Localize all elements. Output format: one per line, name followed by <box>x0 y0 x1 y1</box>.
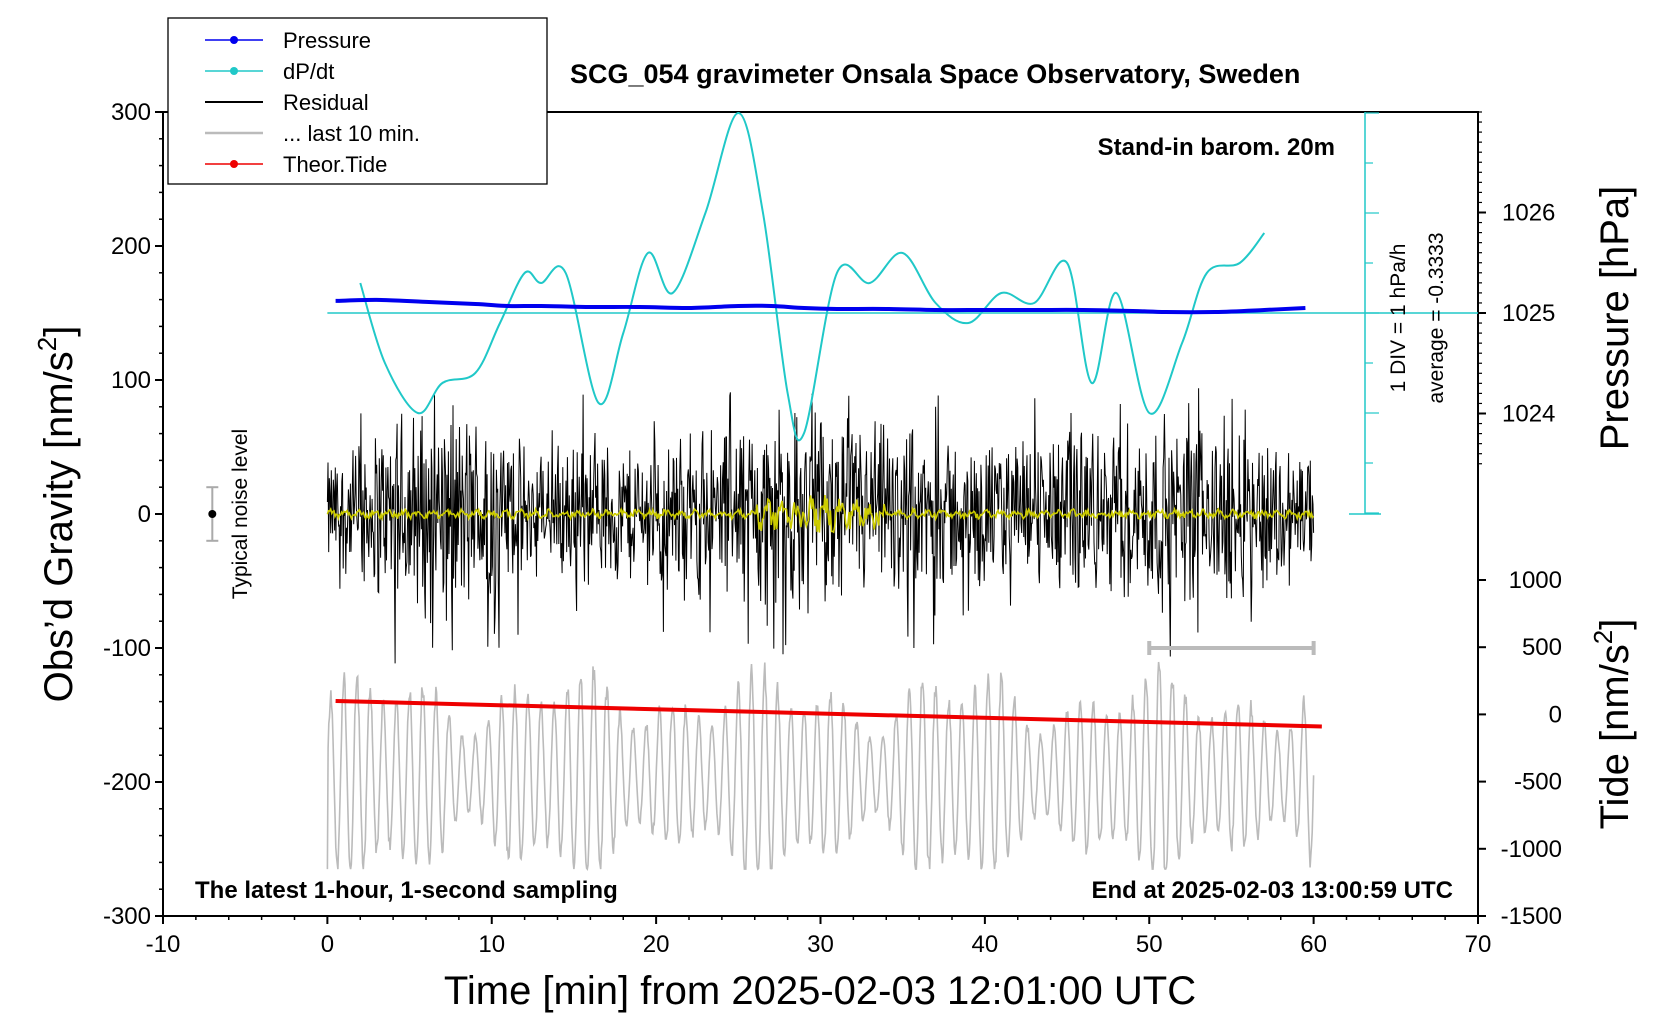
legend-marker-tide <box>230 160 238 168</box>
legend-label-pressure: Pressure <box>283 28 371 53</box>
legend-label-last10: ... last 10 min. <box>283 121 420 146</box>
filtered-residual-line <box>326 495 1315 534</box>
legend-item-last10: ... last 10 min. <box>205 121 420 146</box>
y-tick-label: 200 <box>111 233 151 260</box>
pressure-line <box>335 297 1306 315</box>
pressure-tick-label: 1024 <box>1502 401 1555 428</box>
residual-series <box>326 388 1315 664</box>
tide-tick-label: -500 <box>1514 769 1562 796</box>
noise-bar-center-dot <box>208 510 217 518</box>
tide-tick-label: -1500 <box>1501 903 1562 930</box>
y-tick-label: 300 <box>111 99 151 126</box>
end-time-note: End at 2025-02-03 13:00:59 UTC <box>1092 877 1454 904</box>
chart-title: SCG_054 gravimeter Onsala Space Observat… <box>570 59 1300 89</box>
annotation-marks <box>206 486 1316 655</box>
y-tick-label: 0 <box>138 501 151 528</box>
x-tick-label: 0 <box>321 931 334 958</box>
barometer-note: Stand-in barom. 20m <box>1098 134 1335 161</box>
y-axis-label-sup: 2 <box>32 337 62 351</box>
x-tick-label: 50 <box>1136 931 1163 958</box>
y-tick-label: -100 <box>103 635 151 662</box>
legend-item-residual: Residual <box>205 90 369 115</box>
x-tick-label: 30 <box>807 931 834 958</box>
x-tick-label: 10 <box>478 931 505 958</box>
noise-level-label: Typical noise level <box>229 429 252 599</box>
y-tick-label: 100 <box>111 367 151 394</box>
legend: Pressure dP/dt Residual ... last 10 min.… <box>167 17 548 185</box>
legend-item-pressure: Pressure <box>205 28 371 53</box>
legend-label-dpdt: dP/dt <box>283 59 334 84</box>
legend-marker-dpdt <box>230 67 238 75</box>
tide-axis-label-main: Tide [nm/s <box>1593 644 1637 829</box>
theor-tide-line <box>335 698 1322 729</box>
dpdt-scale-bar <box>327 112 1478 515</box>
dpdt-series <box>359 111 1266 442</box>
pressure-axis-ticks: 1026 1025 1024 <box>1478 111 1555 465</box>
dpdt-scale-label: 1 DIV = 1 hPa/h <box>1387 244 1410 393</box>
tide-tick-label: 1000 <box>1509 567 1562 594</box>
x-tick-label: 40 <box>972 931 999 958</box>
y-axis-label: Obs’d Gravity [nm/s2] <box>32 326 81 703</box>
legend-item-dpdt: dP/dt <box>205 59 334 84</box>
last-10-min-line <box>326 661 1315 872</box>
x-tick-label: 20 <box>643 931 670 958</box>
y-tick-label: -300 <box>103 903 151 930</box>
pressure-tick-label: 1026 <box>1502 200 1555 227</box>
last-10-min-series <box>326 661 1315 872</box>
x-tick-label: 70 <box>1465 931 1492 958</box>
y-axis-ticks: 300 200 100 0 -100 -200 -300 <box>103 99 163 930</box>
x-tick-label: 60 <box>1300 931 1327 958</box>
dpdt-average-label: average = -0.3333 <box>1425 232 1448 403</box>
pressure-series <box>335 297 1306 315</box>
tide-axis-label: Tide [nm/s2] <box>1588 619 1637 830</box>
residual-line <box>326 388 1315 664</box>
theoretical-tide-series <box>335 698 1322 729</box>
tide-axis-label-sup: 2 <box>1588 630 1618 644</box>
pressure-tick-label: 1025 <box>1502 300 1555 327</box>
x-axis-ticks: -10 0 10 20 30 40 50 60 70 <box>146 916 1492 958</box>
y-tick-label: -200 <box>103 769 151 796</box>
tide-axis-label-end: ] <box>1593 619 1637 630</box>
y-axis-label-end: ] <box>37 326 81 337</box>
tide-tick-label: -1000 <box>1501 836 1562 863</box>
tide-axis-ticks: 1000 500 0 -500 -1000 -1500 <box>1478 567 1562 930</box>
tide-tick-label: 0 <box>1549 701 1562 728</box>
x-axis-label: Time [min] from 2025-02-03 12:01:00 UTC <box>444 969 1196 1013</box>
legend-label-theor-tide: Theor.Tide <box>283 152 387 177</box>
tide-tick-label: 500 <box>1522 634 1562 661</box>
residual-filtered-series <box>326 495 1315 534</box>
pressure-axis-label: Pressure [hPa] <box>1593 186 1637 451</box>
legend-marker-pressure <box>230 36 238 44</box>
sampling-note: The latest 1-hour, 1-second sampling <box>195 877 618 904</box>
legend-item-theor-tide: Theor.Tide <box>205 152 387 177</box>
legend-label-residual: Residual <box>283 90 369 115</box>
y-axis-label-main: Obs’d Gravity [nm/s <box>37 351 81 702</box>
x-tick-label: -10 <box>146 931 181 958</box>
dpdt-line <box>359 111 1266 442</box>
